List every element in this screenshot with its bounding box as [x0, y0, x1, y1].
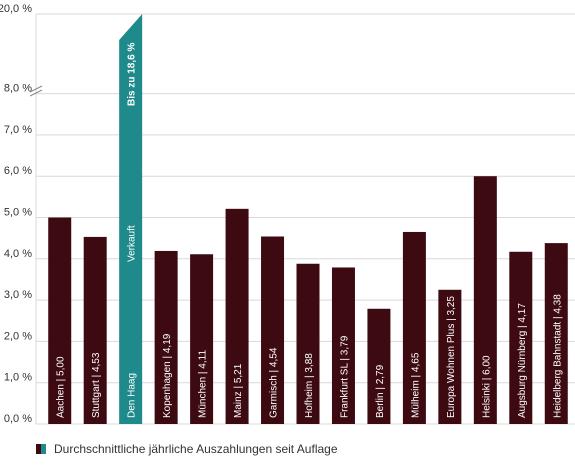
bar-category-label: Garmisch | 4,54: [269, 347, 280, 418]
bar: [509, 251, 533, 424]
y-tick-label: 3,0 %: [4, 289, 32, 301]
legend-swatch-teal: [41, 444, 46, 454]
bar-category-label: Heidelberg Bahnstadt | 4,38: [552, 294, 563, 418]
bar: [225, 208, 249, 424]
y-tick-label: 8,0 %: [4, 83, 32, 95]
y-tick-label: 0,0 %: [4, 413, 32, 425]
bar-top-label: Bis zu 18,6 %: [127, 43, 138, 106]
bar-chart: 0,0 % 1,0 % 2,0 % 3,0 % 4,0 % 5,0 % 6,0 % 7,0 %…: [0, 3, 575, 425]
legend-swatch: [36, 444, 46, 454]
axis-break-mark: [29, 85, 43, 93]
bar: [367, 308, 391, 424]
bar-category-label: Kopenhagen | 4,19: [162, 333, 173, 418]
bar: [544, 243, 568, 424]
bar-category-label: Helsinki | 6,00: [481, 355, 492, 418]
bar: [402, 231, 426, 424]
bar: [190, 254, 214, 424]
bar-category-label: Den Haag: [127, 373, 138, 418]
bar: [438, 289, 462, 424]
legend: Durchschnittliche jährliche Auszahlungen…: [36, 441, 338, 457]
y-tick-label: 4,0 %: [4, 248, 32, 260]
bar-category-label: Aachen | 5,00: [56, 356, 67, 418]
bar-category-label: Frankfurt SL | 3,79: [339, 335, 350, 418]
bar: [261, 236, 285, 424]
y-tick-label: 5,0 %: [4, 207, 32, 219]
legend-swatch-dark: [36, 444, 41, 454]
bar-category-label: Stuttgart | 4,53: [91, 352, 102, 418]
axis-break-mark: [29, 89, 43, 97]
bar: [83, 236, 107, 424]
bar: [48, 217, 72, 424]
legend-label: Durchschnittliche jährliche Auszahlungen…: [54, 442, 338, 456]
bar: [331, 267, 355, 424]
bar: [473, 176, 497, 424]
bar-mid-label: Verkauft: [127, 225, 138, 262]
bar-category-label: Hofheim | 3,88: [304, 353, 315, 418]
bar: [154, 250, 178, 424]
bar-category-label: München | 4,11: [198, 350, 209, 418]
y-tick-label: 1,0 %: [4, 372, 32, 384]
bar-highlight: [119, 14, 143, 424]
y-tick-label: 2,0 %: [4, 330, 32, 342]
y-tick-label: 7,0 %: [4, 124, 32, 136]
bar-category-label: Berlin | 2,79: [375, 364, 386, 418]
bar-category-label: Mülheim | 4,65: [410, 352, 421, 418]
bar-category-label: Mainz | 5,21: [233, 363, 244, 418]
bar-category-label: Augsburg Nürnberg | 4,17: [517, 303, 528, 418]
y-tick-label: 6,0 %: [4, 165, 32, 177]
y-tick-label-top: 20,0 %: [0, 3, 32, 15]
bar: [296, 263, 320, 424]
bar-category-label: Europa Wohnen Plus | 3,25: [446, 296, 457, 418]
